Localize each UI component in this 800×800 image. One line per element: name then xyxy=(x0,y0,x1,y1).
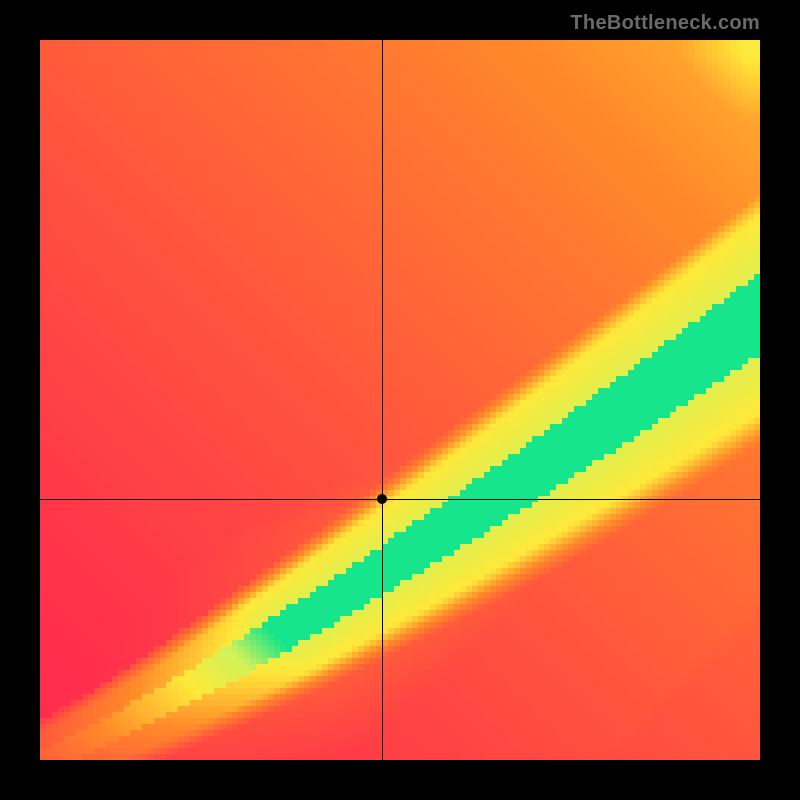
crosshair-horizontal xyxy=(40,499,760,500)
crosshair-vertical xyxy=(382,40,383,760)
crosshair-marker xyxy=(377,494,387,504)
watermark-text: TheBottleneck.com xyxy=(570,12,760,35)
heatmap-chart xyxy=(40,40,760,760)
heatmap-canvas xyxy=(40,40,760,760)
